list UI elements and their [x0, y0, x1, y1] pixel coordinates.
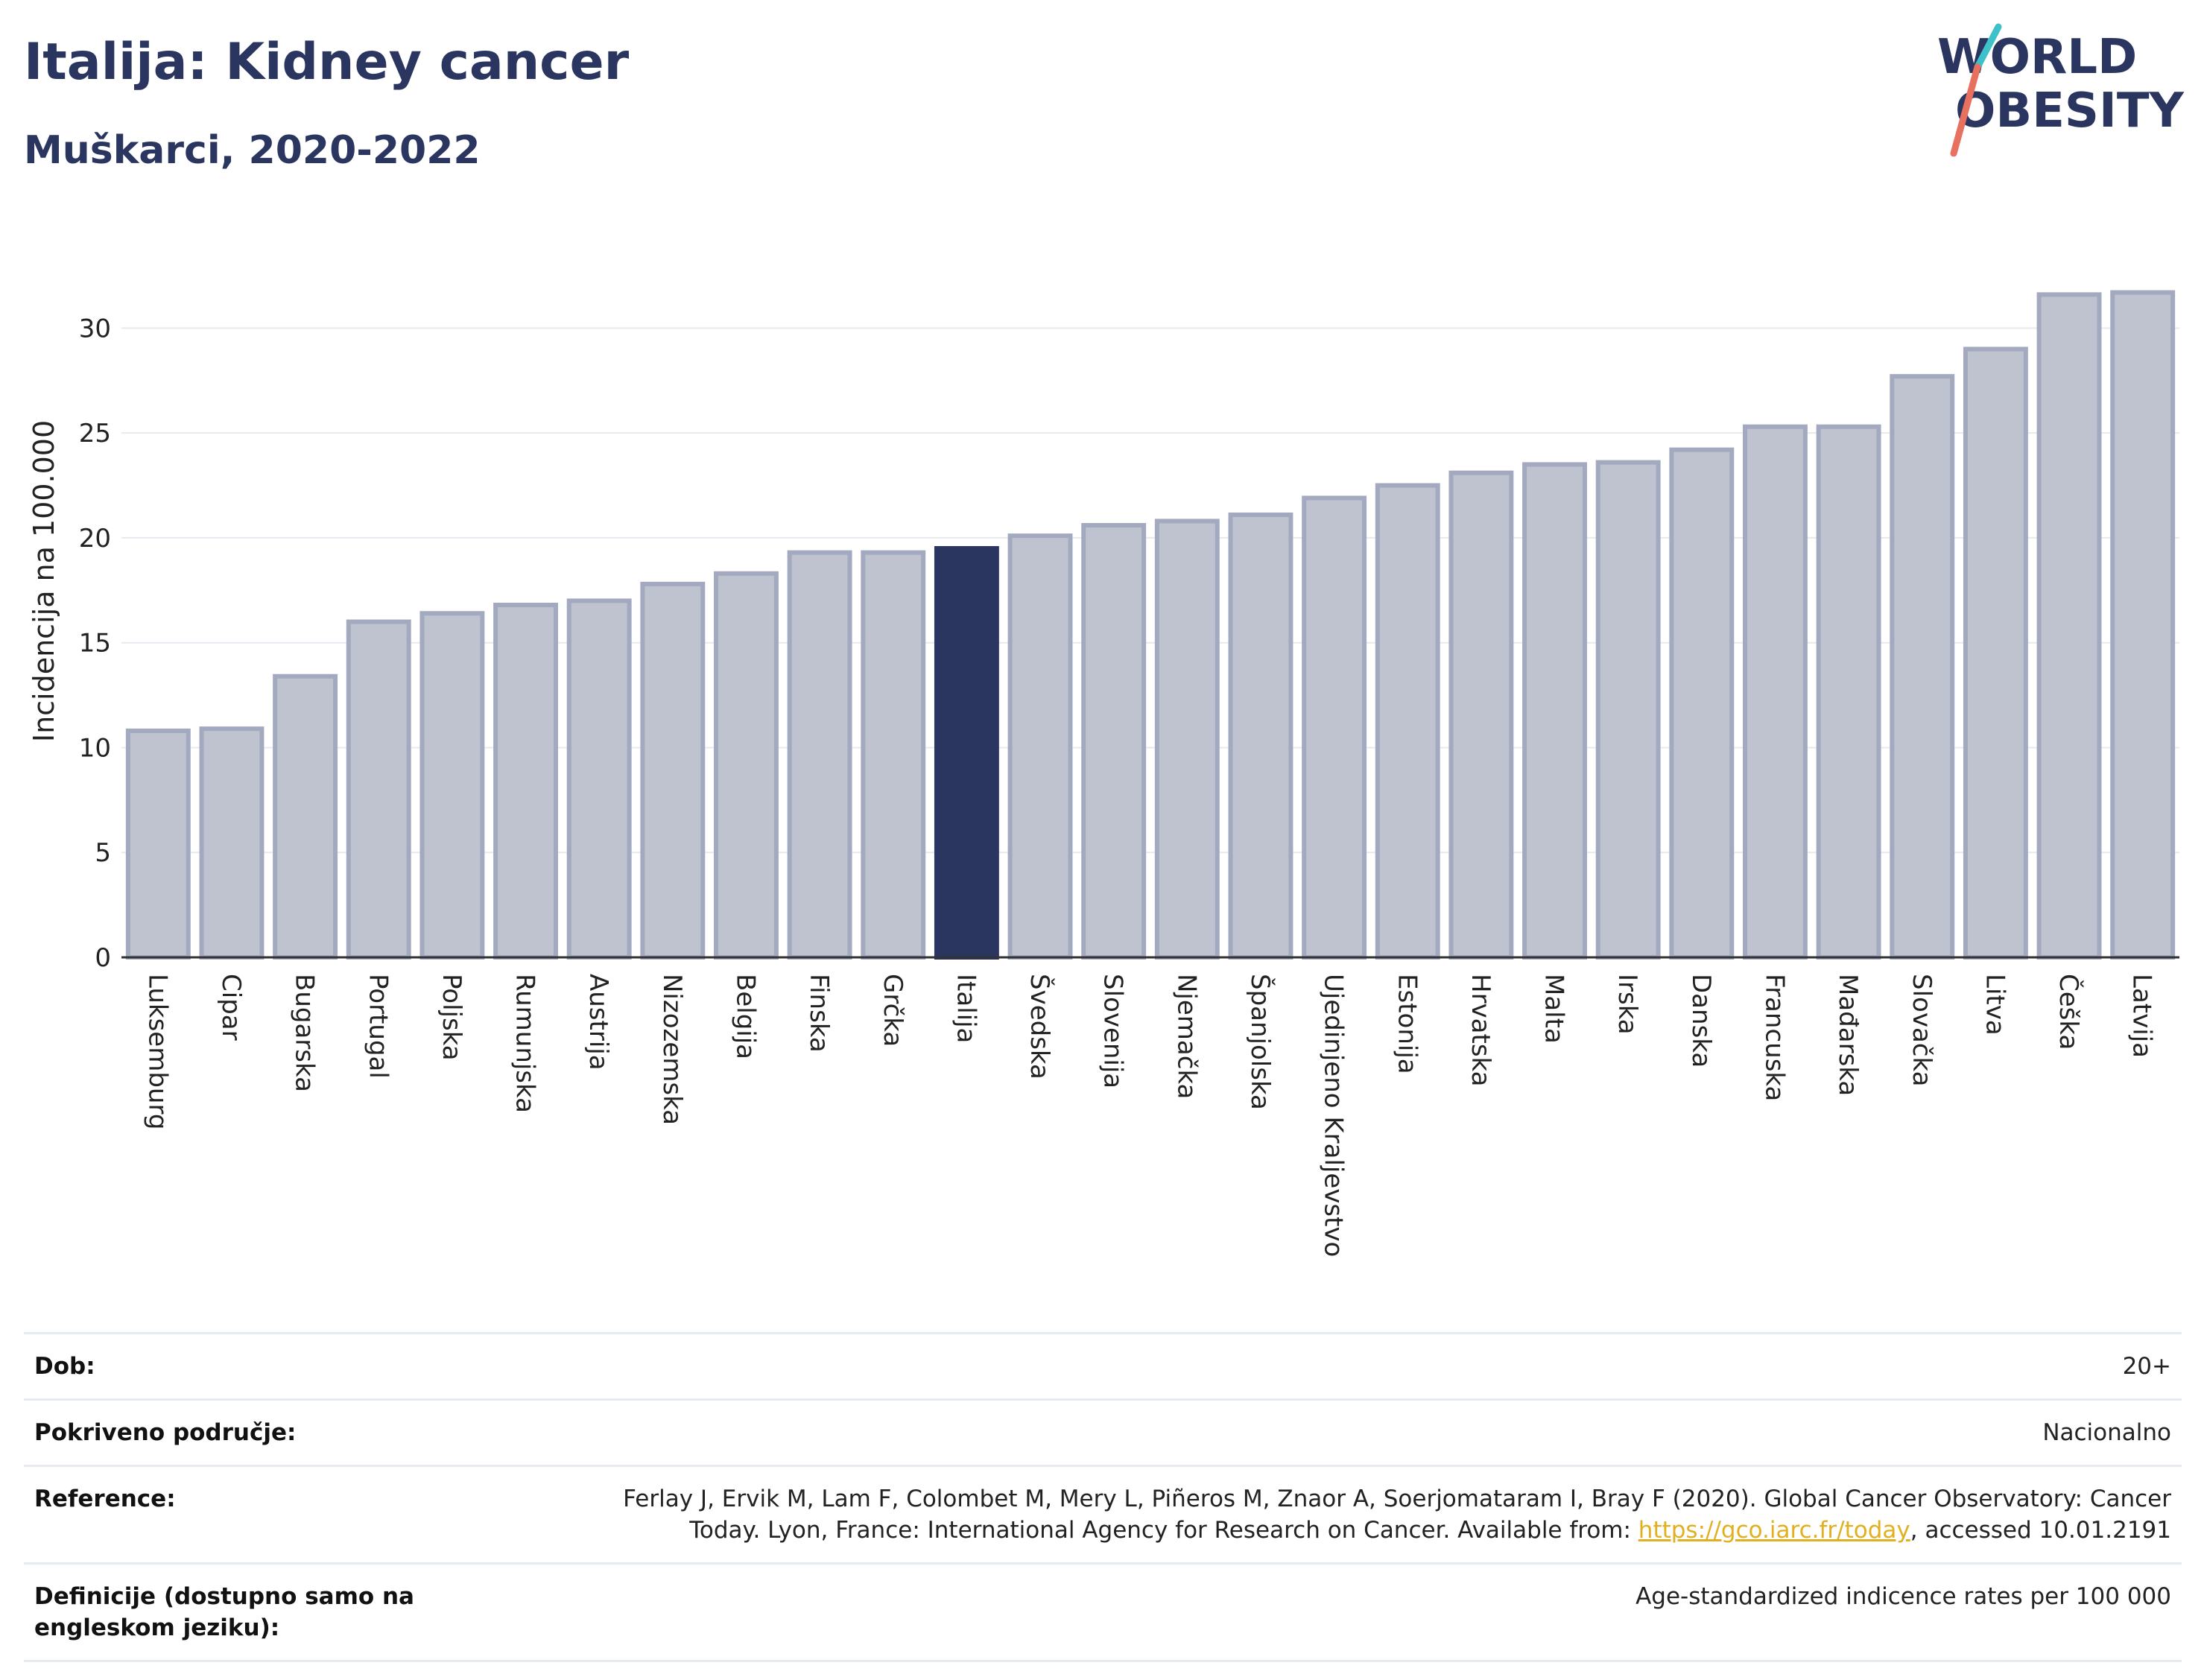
y-axis-label: Incidencija na 100.000: [28, 420, 60, 742]
x-tick-label: Bugarska: [290, 974, 320, 1092]
x-tick-label: Cipar: [216, 974, 246, 1041]
y-tick-label: 0: [95, 943, 111, 973]
world-obesity-logo: WORLD OBESITY: [1937, 23, 2184, 156]
x-tick-label: Slovačka: [1907, 974, 1937, 1086]
x-tick-label: Španjolska: [1245, 974, 1276, 1110]
bar: [566, 598, 632, 960]
x-tick-label: Litva: [1980, 974, 2010, 1036]
x-tick-label: Nizozemska: [657, 974, 687, 1125]
x-tick-labels: Luksemburg Cipar Bugarska Portugal Poljska Ru…: [142, 974, 2156, 1257]
y-tick-label: 30: [79, 314, 111, 343]
page-title: Italija: Kidney cancer: [24, 33, 630, 92]
x-tick-label: Belgija: [730, 974, 760, 1059]
x-tick-label: Italija: [951, 974, 981, 1043]
meta-row-age: Dob: 20+: [24, 1334, 2182, 1401]
bar: [714, 571, 779, 960]
bar: [1595, 460, 1661, 960]
page-subtitle: Muškarci, 2020-2022: [24, 128, 481, 173]
y-tick-label: 5: [95, 838, 111, 868]
reference-link[interactable]: https://gco.iarc.fr/today: [1638, 1517, 1910, 1544]
bar-chart: 0 5 10 15 20 25 30 Luksemburg Cipar Bugarska Port…: [28, 290, 2179, 1257]
meta-age-label: Dob:: [34, 1353, 95, 1380]
bar-highlight: [934, 546, 999, 960]
bar: [1081, 523, 1147, 960]
y-tick-label: 15: [79, 629, 111, 659]
bar: [1154, 519, 1220, 960]
x-tick-label: Irska: [1612, 974, 1642, 1035]
x-tick-label: Francuska: [1759, 974, 1789, 1101]
x-tick-label: Slovenija: [1098, 974, 1128, 1088]
x-tick-label: Grčka: [878, 974, 908, 1047]
bar: [419, 611, 485, 960]
logo-slash-coral: [1950, 63, 1981, 156]
bar: [1890, 374, 1955, 960]
x-tick-label: Švedska: [1025, 974, 1055, 1080]
reference-accessed: , accessed 10.01.2191: [1910, 1517, 2171, 1544]
bar: [1228, 512, 1293, 960]
bar: [346, 619, 411, 960]
bar: [2036, 292, 2102, 960]
bar: [1669, 447, 1735, 960]
bar: [1816, 424, 1881, 960]
x-tick-label: Luksemburg: [142, 974, 172, 1129]
x-tick-label: Njemačka: [1171, 974, 1201, 1099]
x-tick-label: Finska: [804, 974, 834, 1053]
bar: [199, 726, 265, 960]
x-tick-label: Hrvatska: [1466, 974, 1495, 1086]
x-tick-label: Danska: [1686, 974, 1716, 1068]
logo-line2: OBESITY: [1955, 83, 2184, 139]
bar: [787, 550, 852, 960]
bar: [2110, 290, 2176, 960]
x-tick-label: Rumunjska: [510, 974, 540, 1113]
meta-row-reference: Reference: Ferlay J, Ervik M, Lam F, Col…: [24, 1467, 2182, 1565]
meta-age-value: 20+: [2122, 1353, 2171, 1380]
meta-reference-value: Ferlay J, Ervik M, Lam F, Colombet M, Me…: [569, 1483, 2171, 1546]
bar: [1522, 462, 1587, 960]
x-tick-label: Mađarska: [1833, 974, 1863, 1096]
bar: [1007, 533, 1073, 960]
x-tick-label: Austrija: [583, 974, 613, 1071]
bar: [1375, 483, 1440, 960]
x-tick-label: Estonija: [1392, 974, 1422, 1074]
meta-coverage-value: Nacionalno: [2042, 1419, 2171, 1446]
reference-text: Ferlay J, Ervik M, Lam F, Colombet M, Me…: [623, 1486, 2171, 1544]
x-tick-label: Češka: [2053, 974, 2084, 1050]
bars: [125, 290, 2176, 960]
x-tick-label: Latvija: [2127, 974, 2157, 1058]
metadata-table: Dob: 20+ Pokriveno područje: Nacionalno …: [24, 1332, 2182, 1662]
bar: [125, 728, 191, 960]
bar: [640, 581, 706, 960]
bar: [1302, 495, 1367, 960]
meta-row-coverage: Pokriveno područje: Nacionalno: [24, 1401, 2182, 1467]
x-tick-label: Malta: [1539, 974, 1569, 1044]
logo-slash-teal: [1974, 23, 2002, 71]
meta-row-definition: Definicije (dostupno samo na engleskom j…: [24, 1565, 2182, 1662]
bar: [1963, 346, 2028, 960]
x-tick-label: Ujedinjeno Kraljevstvo: [1319, 974, 1349, 1257]
bar: [1448, 470, 1514, 960]
x-tick-label: Portugal: [363, 974, 393, 1079]
meta-reference-label: Reference:: [34, 1486, 176, 1512]
meta-definition-label: Definicije (dostupno samo na engleskom j…: [34, 1583, 414, 1641]
y-tick-label: 20: [79, 524, 111, 554]
bar: [493, 603, 558, 960]
logo-line1: WORLD: [1937, 30, 2137, 85]
bar: [273, 673, 338, 960]
bar: [1743, 424, 1808, 960]
meta-definition-value: Age-standardized indicence rates per 100…: [1635, 1583, 2171, 1610]
y-tick-label: 25: [79, 419, 111, 448]
bar: [861, 550, 926, 960]
y-tick-labels: 0 5 10 15 20 25 30: [79, 314, 111, 973]
x-tick-label: Poljska: [437, 974, 466, 1061]
meta-coverage-label: Pokriveno područje:: [34, 1419, 297, 1446]
y-tick-label: 10: [79, 733, 111, 763]
